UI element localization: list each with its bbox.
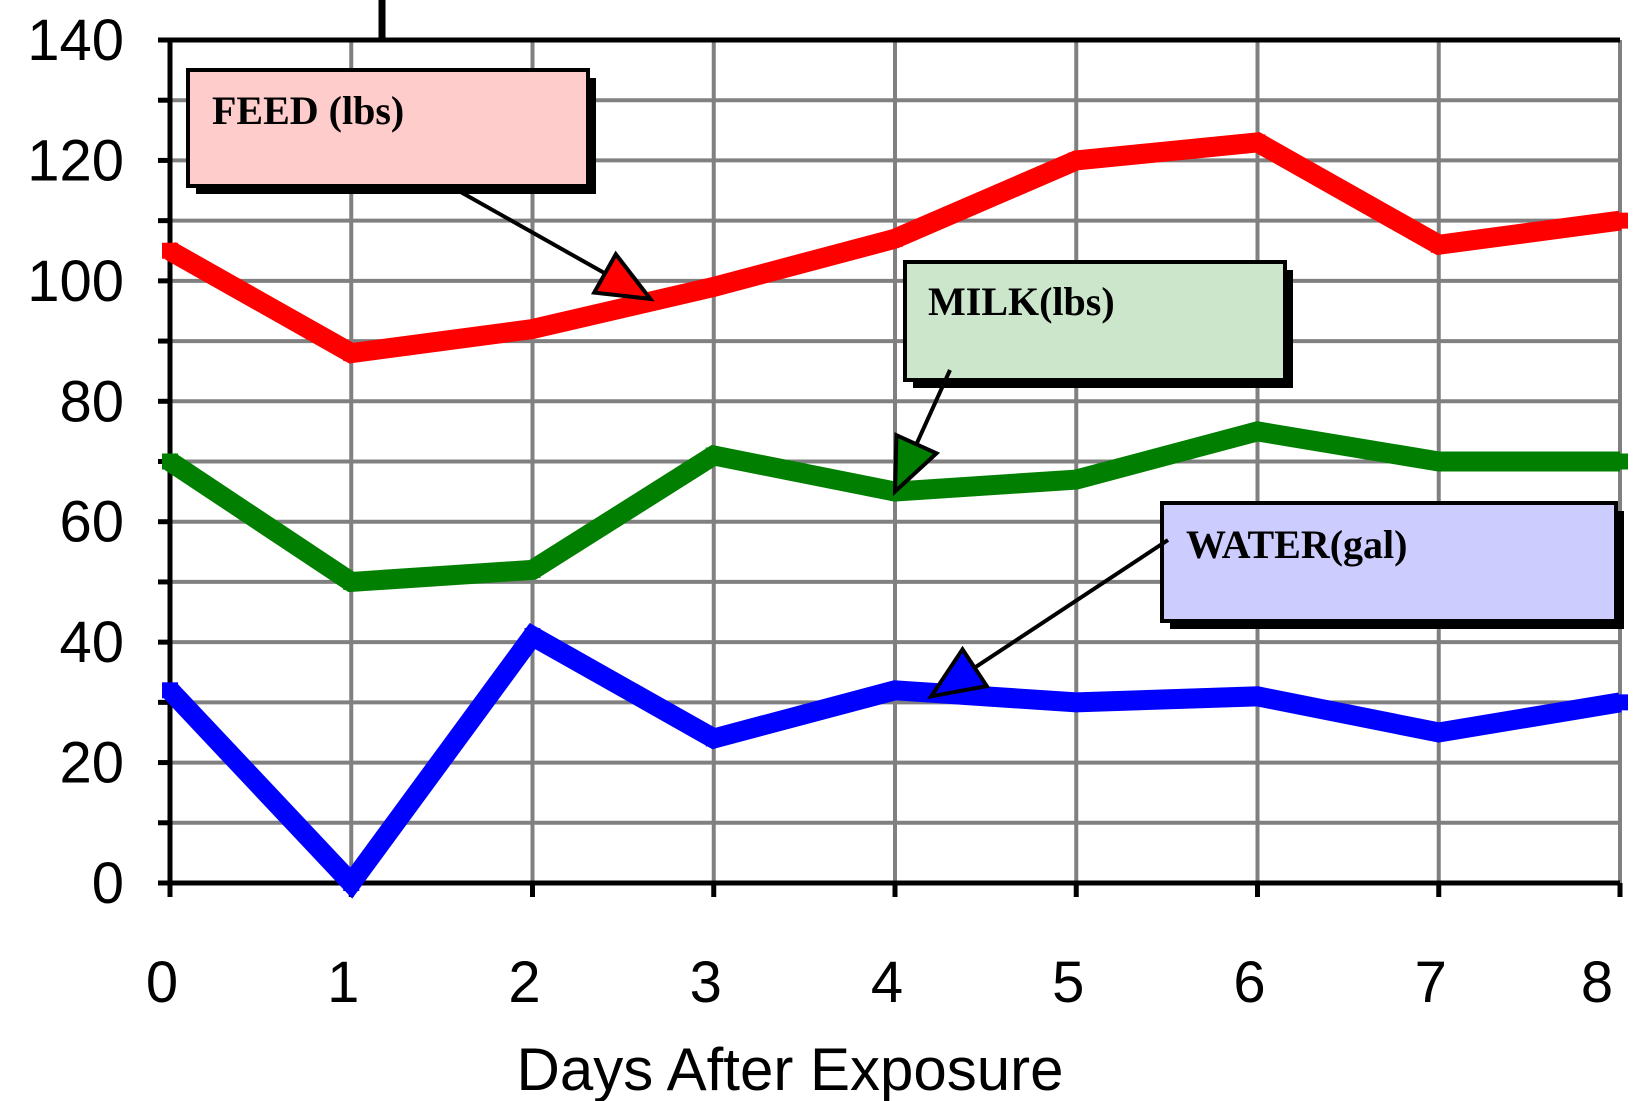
data-point: [524, 628, 541, 645]
data-point: [1068, 471, 1085, 488]
data-point: [1068, 694, 1085, 711]
callout-box: [186, 68, 590, 188]
y-tick-label: 0: [92, 851, 124, 916]
data-point: [1249, 134, 1266, 151]
callout-arrowhead: [892, 432, 941, 497]
x-tick-label: 7: [1415, 950, 1447, 1015]
y-tick-label: 40: [59, 610, 124, 675]
callout-box: [903, 260, 1287, 382]
callout-arrow-line: [973, 538, 1170, 670]
data-point: [524, 561, 541, 578]
tick-labels: 0 20 40 60 80 100 120 140 0 1 2 3 4 5 6 7 8: [27, 8, 1613, 1015]
y-tick-label: 120: [27, 128, 124, 193]
data-point: [887, 230, 903, 247]
data-point: [1612, 212, 1628, 229]
x-axis-title: Days After Exposure: [517, 1036, 1064, 1101]
callout-label: MILK(lbs): [928, 279, 1115, 324]
callout-arrow-line: [914, 369, 952, 446]
y-tick-label: 60: [59, 490, 124, 555]
data-point: [887, 682, 903, 699]
callout-arrow-line: [449, 184, 606, 276]
y-tick-label: 140: [27, 8, 124, 73]
data-point: [162, 242, 178, 259]
data-point: [343, 875, 360, 891]
x-tick-label: 0: [146, 950, 178, 1015]
data-point: [1430, 453, 1447, 470]
data-point: [1430, 236, 1447, 253]
y-tick-label: 80: [59, 369, 124, 434]
callouts: FEED (lbs) MILK(lbs) WATER(gal): [186, 68, 1624, 700]
x-tick-label: 3: [690, 950, 722, 1015]
data-point: [343, 345, 360, 362]
data-point: [1612, 694, 1628, 711]
data-point: [162, 453, 178, 470]
callout-label: FEED (lbs): [212, 88, 404, 133]
data-point: [1249, 688, 1266, 705]
y-tick-label: 100: [27, 249, 124, 314]
callout-arrowhead: [590, 250, 655, 302]
callout-arrowhead: [926, 645, 991, 700]
data-point: [705, 278, 722, 295]
x-tick-label: 5: [1052, 950, 1084, 1015]
data-point: [162, 682, 178, 699]
data-point: [1068, 152, 1085, 169]
y-tick-label: 20: [59, 731, 124, 796]
data-point: [1612, 453, 1628, 470]
callout-label: WATER(gal): [1186, 522, 1407, 567]
x-tick-label: 8: [1581, 950, 1613, 1015]
x-tick-label: 4: [871, 950, 903, 1015]
data-point: [705, 730, 722, 747]
callout-box: [1160, 501, 1618, 623]
data-point: [524, 321, 541, 338]
data-point: [343, 573, 360, 590]
data-point: [1249, 423, 1266, 440]
data-point: [1430, 724, 1447, 741]
x-tick-label: 2: [508, 950, 540, 1015]
x-tick-label: 1: [327, 950, 359, 1015]
data-point: [705, 447, 722, 464]
x-tick-label: 6: [1233, 950, 1265, 1015]
